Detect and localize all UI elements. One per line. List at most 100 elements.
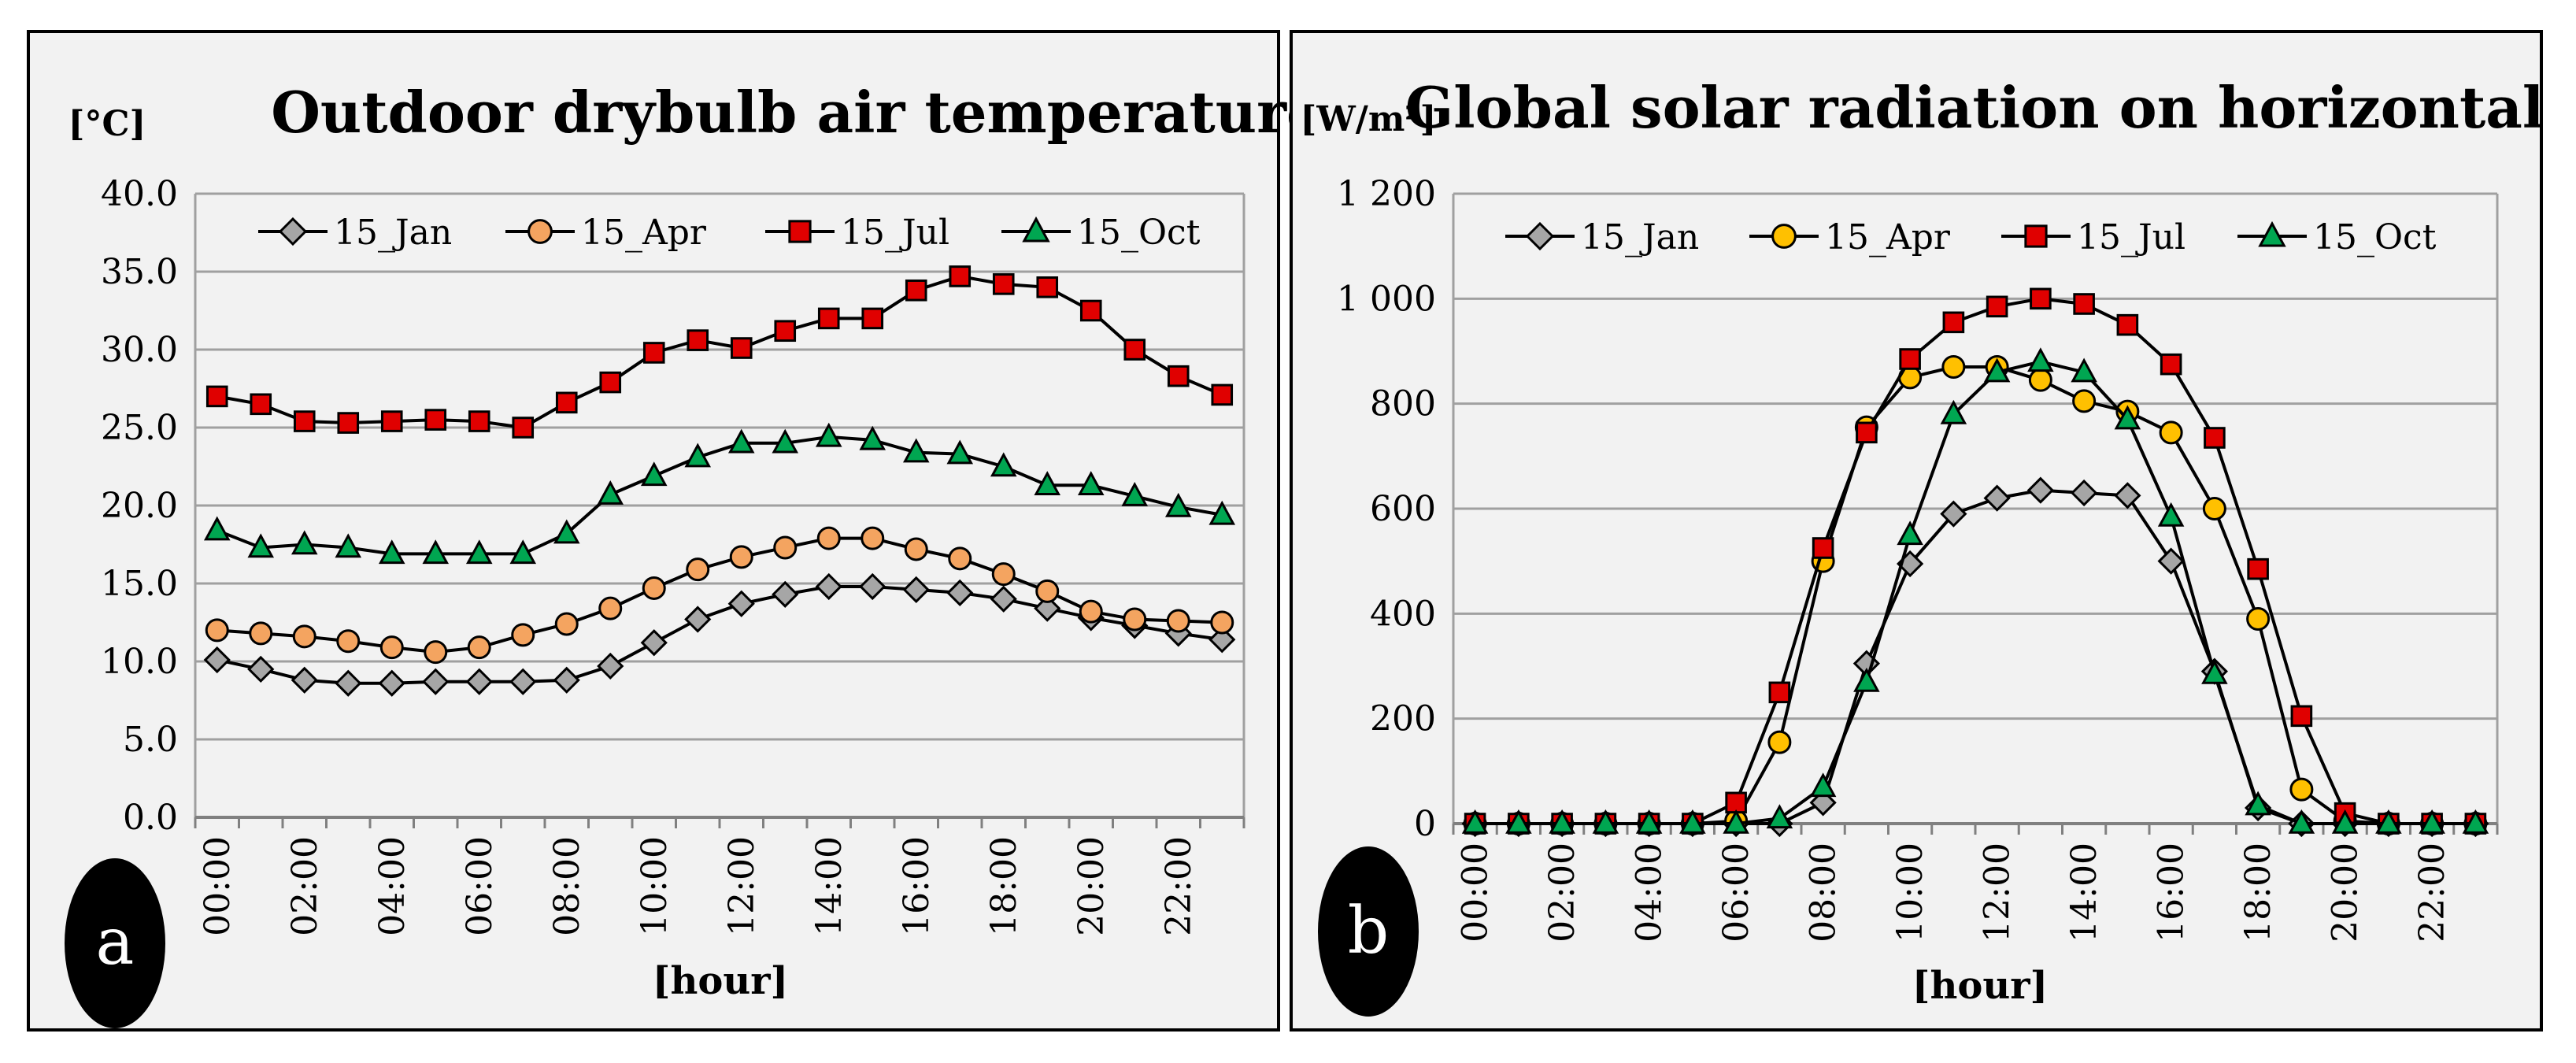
- chart-a-ytick-label: 40.0: [101, 174, 178, 214]
- chart-a-point-oct: [1208, 500, 1236, 525]
- chart-b-point-oct: [1592, 809, 1619, 834]
- chart-b-point-jul: [2030, 287, 2052, 310]
- panel-a-frame: [27, 30, 1280, 1032]
- chart-b-point-jul: [2247, 557, 2269, 580]
- chart-b-point-jul: [2160, 353, 2182, 376]
- chart-a-point-apr: [424, 640, 448, 665]
- chart-b-xtick-label: 12:00: [1978, 843, 2018, 943]
- chart-b-point-apr: [2028, 368, 2052, 392]
- chart-a-plot: 0.0 5.0 10.0 15.0 20.0 25.0 30.0 35.0 40.0 00:00 0…: [101, 174, 1245, 936]
- chart-a-point-oct: [902, 438, 930, 463]
- chart-a-point-oct: [597, 480, 624, 505]
- chart-b-legend-marker-apr: [1771, 224, 1797, 249]
- chart-a-point-oct: [422, 539, 450, 565]
- chart-a-legend-label-jul: 15_Jul: [841, 213, 949, 253]
- chart-b-xtick-label: 04:00: [1630, 843, 1670, 943]
- chart-a-point-oct: [1034, 471, 1061, 496]
- chart-b-point-oct: [2419, 809, 2445, 834]
- chart-a-xtick-label: 02:00: [285, 836, 325, 936]
- chart-b-point-oct: [1505, 809, 1532, 834]
- chart-a-point-apr: [948, 546, 972, 571]
- chart-b-point-apr: [2202, 497, 2226, 520]
- chart-b-ytick-label: 1 200: [1337, 174, 1436, 214]
- chart-b-xtick-label: 20:00: [2326, 843, 2366, 943]
- chart-a-point-jan: [859, 572, 886, 601]
- chart-b-ytick-label: 400: [1370, 594, 1436, 634]
- chart-a-point-jul: [337, 412, 360, 434]
- chart-a-point-jul: [468, 410, 490, 432]
- chart-b-xtick-label: 02:00: [1542, 843, 1582, 943]
- chart-b-point-jul: [1856, 421, 1878, 444]
- chart-a-point-jan: [247, 655, 275, 683]
- chart-a-point-oct: [335, 533, 362, 558]
- chart-b-point-jan: [1983, 484, 2011, 512]
- chart-a-xtick-label: 20:00: [1071, 836, 1112, 936]
- chart-a-point-jan: [335, 669, 362, 697]
- chart-b-point-apr: [2289, 777, 2314, 802]
- chart-a-ytick-label: 20.0: [101, 486, 178, 526]
- chart-a-point-jan: [509, 668, 537, 695]
- chart-a-point-oct: [247, 533, 275, 558]
- chart-b-xtick-label: 08:00: [1804, 843, 1844, 943]
- chart-b-point-oct: [2331, 809, 2359, 834]
- chart-a-point-oct: [291, 530, 318, 555]
- chart-b-point-oct: [2114, 405, 2141, 430]
- chart-a-point-apr: [773, 535, 798, 560]
- chart-b-point-jul: [1725, 791, 1747, 814]
- chart-a-point-jan: [465, 668, 493, 695]
- chart-a-ylabel: [°C]: [68, 104, 146, 144]
- chart-a-legend-label-jan: 15_Jan: [334, 213, 452, 253]
- chart-b-point-jul: [1899, 348, 1921, 370]
- chart-b-ytick-label: 800: [1370, 384, 1436, 424]
- chart-a-point-jul: [250, 393, 272, 416]
- chart-a-point-oct: [509, 539, 537, 565]
- chart-a-point-apr: [904, 537, 928, 561]
- chart-b-point-oct: [1679, 809, 1706, 834]
- chart-a-point-apr: [686, 557, 710, 582]
- chart-a-point-jan: [203, 646, 231, 674]
- chart-a-point-jan: [1208, 626, 1236, 654]
- chart-a-point-jul: [1079, 299, 1102, 322]
- chart-a-xtick-label: 04:00: [372, 836, 413, 936]
- chart-a-point-apr: [642, 576, 666, 600]
- chart-b-point-apr: [2159, 420, 2183, 445]
- chart-a-point-oct: [553, 519, 580, 544]
- chart-b-legend-marker-oct: [2258, 220, 2286, 247]
- chart-a-point-jul: [817, 307, 840, 330]
- chart-a-xtick-label: 22:00: [1159, 836, 1199, 936]
- chart-b-point-oct: [1809, 772, 1837, 798]
- chart-a-point-apr: [511, 623, 535, 647]
- chart-a-point-jan: [946, 579, 974, 607]
- panel-b: Global solar radiation on horizontal [W/…: [1290, 30, 2544, 1032]
- chart-a-point-oct: [203, 516, 231, 541]
- chart-a-point-apr: [861, 526, 885, 550]
- chart-a-point-jul: [1167, 365, 1190, 387]
- chart-a-point-apr: [1123, 607, 1147, 632]
- chart-a-title: Outdoor drybulb air temperature: [271, 79, 1323, 146]
- chart-a-point-apr: [1079, 599, 1103, 624]
- chart-b-ylabel: [W/m²]: [1301, 99, 1437, 139]
- chart-a-point-oct: [1077, 471, 1105, 496]
- chart-b-point-oct: [2288, 809, 2315, 834]
- chart-a-point-oct: [1121, 481, 1149, 506]
- panel-b-frame: [1290, 30, 2543, 1032]
- chart-a-point-apr: [249, 621, 273, 646]
- chart-b-point-oct: [2462, 809, 2489, 834]
- chart-b-point-oct: [1461, 809, 1489, 834]
- chart-b-xlabel: [hour]: [1912, 964, 2049, 1008]
- chart-a-point-apr: [379, 635, 404, 660]
- chart-b-point-jul: [1942, 311, 1965, 334]
- chart-b-legend-label-oct: 15_Oct: [2313, 217, 2437, 257]
- chart-a-ytick-label: 35.0: [101, 252, 178, 292]
- chart-a-point-oct: [640, 461, 668, 487]
- panel-a: Outdoor drybulb air temperature [°C] [ho…: [27, 30, 1323, 1032]
- chart-a-xtick-label: 10:00: [635, 836, 675, 936]
- chart-a-point-oct: [772, 428, 799, 454]
- chart-a-point-jul: [512, 417, 535, 439]
- chart-b-title: Global solar radiation on horizontal: [1405, 74, 2544, 141]
- chart-b-point-apr: [1941, 355, 1966, 379]
- chart-a-ytick-label: 5.0: [123, 720, 178, 760]
- chart-a-ytick-label: 25.0: [101, 408, 178, 448]
- chart-a-point-jan: [684, 606, 712, 633]
